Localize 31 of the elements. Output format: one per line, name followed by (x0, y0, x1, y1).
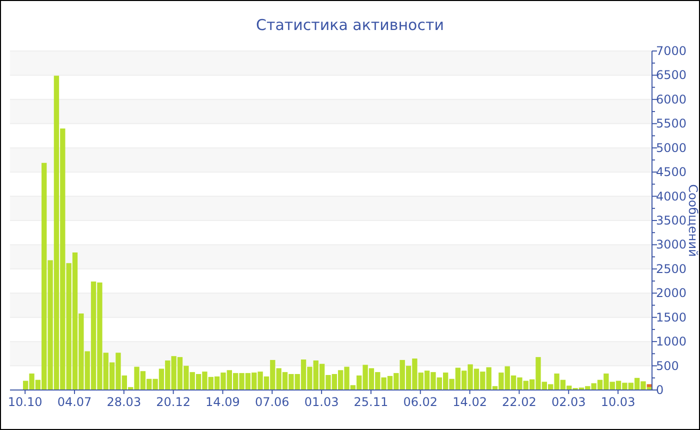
x-tick-label: 10.03 (600, 395, 636, 409)
y-tick-label: 4500 (656, 165, 687, 180)
x-tick-label: 14.09 (206, 395, 240, 409)
y-tick-label: 2000 (656, 286, 687, 300)
x-tick-label: 01.03 (304, 395, 339, 409)
x-tick-label: 04.07 (57, 395, 92, 409)
x-tick-label: 20.12 (156, 395, 191, 409)
y-tick-label: 3000 (656, 238, 687, 252)
x-tick-label: 14.02 (452, 395, 487, 409)
y-tick-label: 5000 (656, 140, 687, 155)
y-tick-label: 4000 (656, 189, 687, 204)
x-tick-label: 07.06 (254, 395, 290, 409)
x-tick-label: 22.02 (502, 395, 536, 409)
y-tick-label: 7000 (656, 44, 687, 58)
y-tick-label: 0 (656, 383, 664, 397)
y-tick-label: 1000 (656, 334, 687, 349)
y-axis-title: Сообщений (686, 184, 700, 257)
y-tick-label: 1500 (656, 310, 687, 324)
x-tick-label: 02.03 (551, 395, 586, 409)
x-tick-label: 10.10 (8, 395, 42, 409)
y-tick-label: 500 (656, 358, 679, 373)
x-tick-label: 06.02 (403, 395, 438, 409)
y-tick-label: 3500 (656, 214, 687, 228)
y-tick-label: 2500 (656, 262, 687, 276)
chart-title: Статистика активности (256, 16, 444, 34)
bar (646, 384, 652, 388)
x-tick-label: 25.11 (354, 395, 388, 409)
x-tick-label: 28.03 (106, 395, 142, 409)
y-tick-label: 6000 (656, 92, 687, 106)
y-tick-label: 6500 (656, 68, 687, 82)
y-tick-label: 5500 (656, 116, 687, 131)
